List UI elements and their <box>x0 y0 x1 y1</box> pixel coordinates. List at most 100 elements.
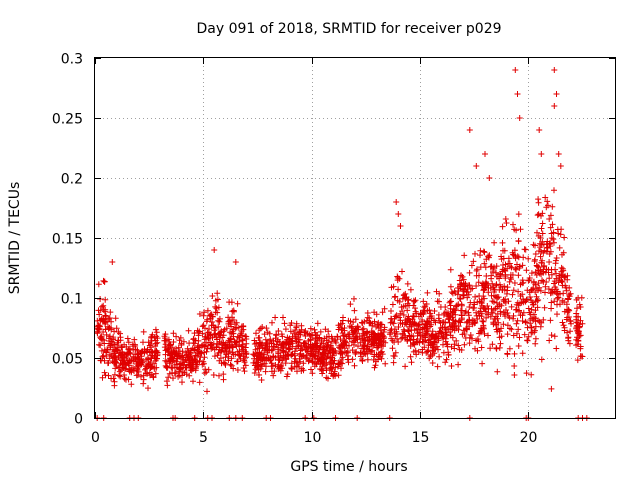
data-point <box>237 353 244 359</box>
data-point <box>552 266 559 273</box>
data-point <box>413 338 420 345</box>
data-point <box>492 315 499 322</box>
data-point <box>326 347 333 354</box>
data-point <box>525 277 532 284</box>
data-point <box>190 378 196 385</box>
data-point <box>273 331 280 338</box>
data-point <box>548 305 555 312</box>
data-point <box>501 283 508 290</box>
data-point <box>293 338 300 345</box>
data-point <box>575 329 582 336</box>
data-point <box>536 127 543 133</box>
data-point <box>519 262 526 269</box>
data-point <box>520 279 527 286</box>
data-point <box>188 347 195 354</box>
data-point <box>522 246 529 253</box>
data-point <box>271 368 278 375</box>
data-point <box>355 343 361 350</box>
data-point <box>539 220 546 227</box>
data-point <box>460 292 467 299</box>
data-point <box>466 340 473 347</box>
data-point <box>551 333 558 340</box>
data-point <box>528 329 535 336</box>
data-point <box>293 323 300 330</box>
data-point <box>215 323 222 330</box>
data-point <box>298 342 305 349</box>
data-point <box>270 372 277 379</box>
data-point <box>95 322 102 329</box>
data-point <box>350 319 357 326</box>
data-point <box>546 275 553 282</box>
data-point <box>308 366 314 373</box>
data-point <box>488 292 495 299</box>
data-point <box>323 365 330 372</box>
data-point <box>342 339 349 346</box>
data-point <box>526 275 533 281</box>
data-point <box>310 343 317 350</box>
data-point <box>504 287 511 294</box>
data-point <box>212 330 219 337</box>
data-point <box>103 313 109 320</box>
data-point <box>554 226 561 233</box>
data-point <box>292 355 299 362</box>
data-point <box>460 291 467 298</box>
data-point <box>288 320 295 326</box>
data-point <box>218 328 225 335</box>
data-point <box>555 151 562 157</box>
data-point <box>374 334 381 341</box>
data-point <box>366 347 372 354</box>
data-point <box>411 319 418 326</box>
data-point <box>573 313 580 320</box>
data-point <box>561 324 568 331</box>
data-point <box>387 319 394 326</box>
data-point <box>238 330 245 337</box>
data-point <box>493 281 500 288</box>
data-point <box>378 330 385 337</box>
data-point <box>211 327 218 334</box>
data-point <box>446 299 453 306</box>
data-point <box>235 324 242 331</box>
data-point <box>196 379 203 386</box>
data-point <box>124 335 131 342</box>
data-point <box>485 285 492 291</box>
data-point <box>565 296 572 303</box>
data-point <box>550 229 557 236</box>
data-point <box>142 366 148 373</box>
data-point <box>527 311 534 318</box>
data-point <box>511 363 518 369</box>
data-point <box>473 163 480 169</box>
data-point <box>173 345 179 352</box>
data-point <box>368 331 375 338</box>
y-tick-label: 0.05 <box>52 352 83 368</box>
data-point <box>479 282 485 289</box>
data-point <box>143 356 150 363</box>
data-point <box>497 281 503 288</box>
data-point <box>393 199 400 205</box>
data-point <box>193 353 200 359</box>
data-point <box>112 315 119 322</box>
data-point <box>503 307 509 313</box>
data-point <box>551 103 558 109</box>
data-point <box>220 376 227 383</box>
data-point <box>421 338 427 345</box>
data-point <box>573 319 580 326</box>
data-point <box>141 346 148 353</box>
data-point <box>121 352 128 359</box>
data-point <box>449 321 456 328</box>
data-point <box>481 284 488 290</box>
data-point <box>359 357 366 363</box>
x-tick-label: 0 <box>91 430 100 446</box>
data-point <box>226 320 233 327</box>
data-point <box>110 334 117 341</box>
data-point <box>181 359 188 366</box>
data-point <box>487 313 494 320</box>
data-point <box>319 351 326 358</box>
data-point <box>388 326 395 333</box>
data-point <box>544 198 551 205</box>
data-point <box>470 258 477 265</box>
data-point <box>208 311 215 318</box>
data-point <box>192 337 199 344</box>
data-point <box>353 348 360 355</box>
data-point <box>277 367 284 374</box>
data-point <box>95 281 102 288</box>
